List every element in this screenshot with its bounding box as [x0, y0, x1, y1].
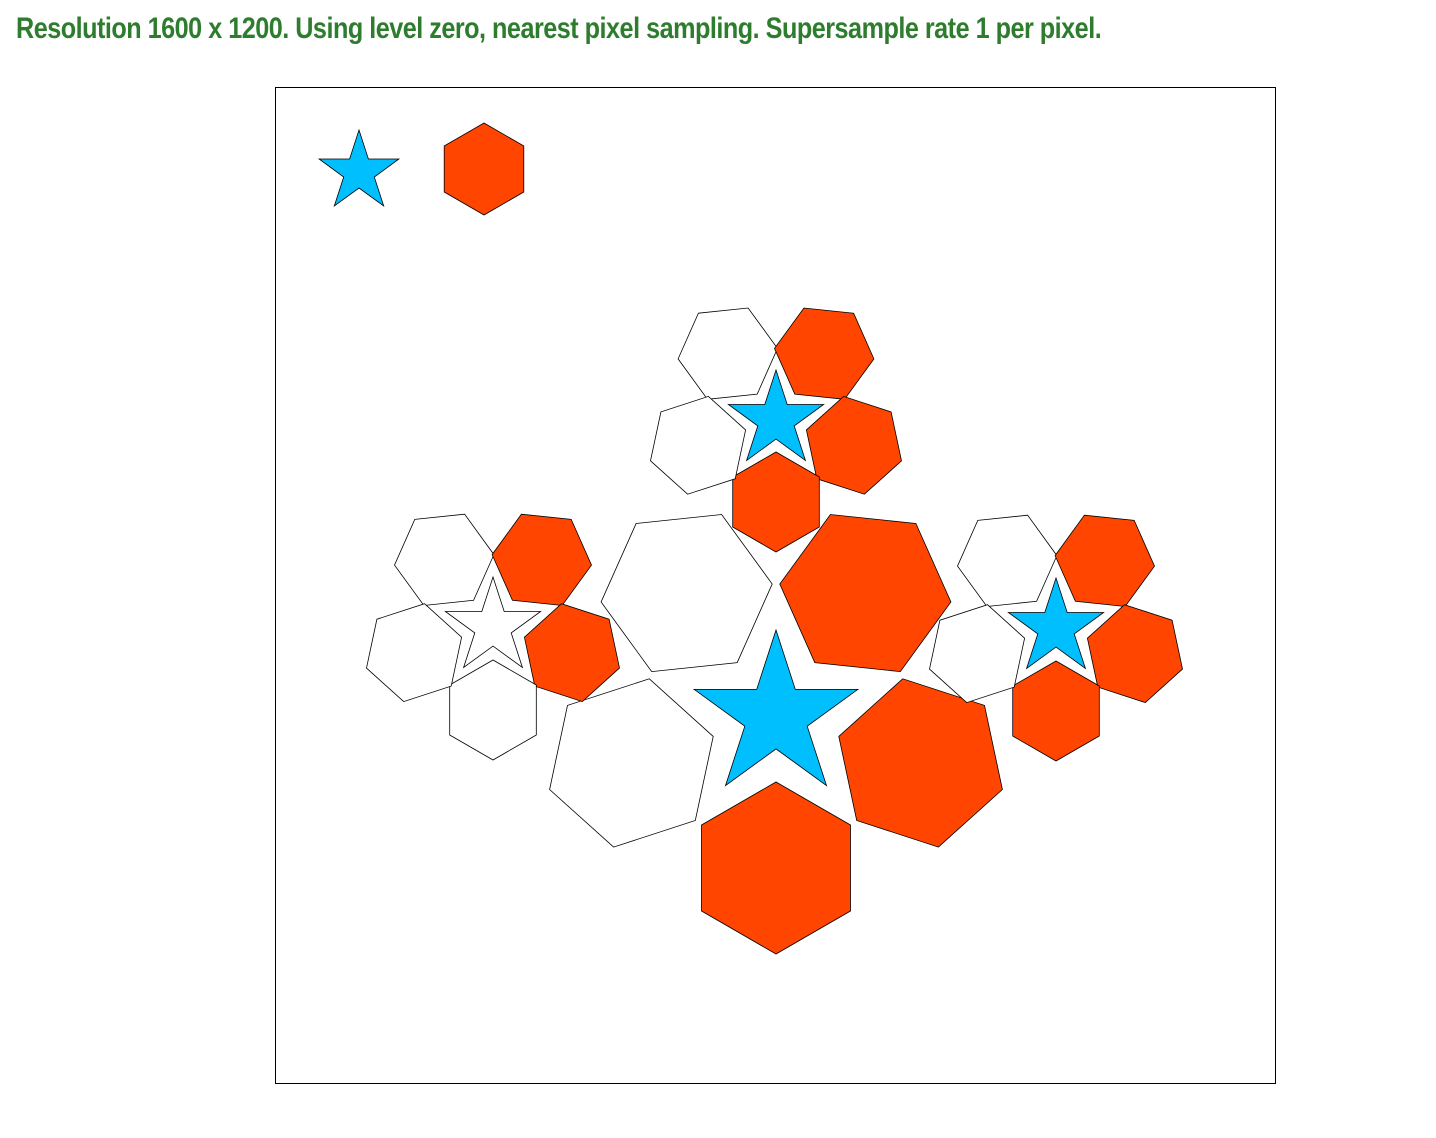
center-hexagon-3: [838, 678, 1003, 848]
top-hexagon-4: [732, 451, 820, 553]
left-hexagon-4: [449, 659, 537, 761]
legend-hexagon-icon: [443, 122, 525, 216]
center-hexagon-4: [701, 781, 851, 955]
right-hexagon-4: [1012, 660, 1100, 762]
top-hexagon-2: [774, 307, 875, 400]
center-hexagon-5: [549, 678, 714, 848]
left-star-icon: [444, 575, 542, 669]
right-hexagon-2: [1054, 514, 1155, 607]
left-hexagon-2: [491, 513, 592, 606]
right-hexagon-1: [957, 514, 1058, 607]
top-star-icon: [727, 368, 825, 462]
left-hexagon-1: [394, 513, 495, 606]
left-hexagon-5: [366, 603, 463, 703]
top-hexagon-3: [805, 395, 902, 495]
right-hexagon-3: [1086, 604, 1183, 704]
right-star-icon: [1007, 576, 1105, 670]
page-title: Resolution 1600 x 1200. Using level zero…: [16, 12, 1102, 45]
center-star-icon: [692, 628, 860, 787]
left-hexagon-3: [523, 603, 620, 703]
center-hexagon-1: [600, 514, 773, 673]
top-hexagon-5: [650, 395, 747, 495]
legend-star-icon: [317, 128, 401, 208]
top-hexagon-1: [677, 307, 778, 400]
right-hexagon-5: [929, 604, 1026, 704]
center-hexagon-2: [779, 514, 952, 673]
